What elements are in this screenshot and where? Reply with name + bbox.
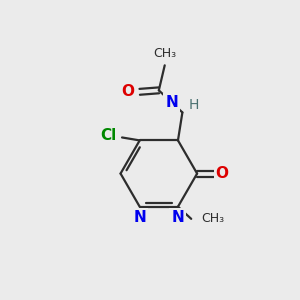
Text: N: N bbox=[165, 95, 178, 110]
Text: N: N bbox=[133, 210, 146, 225]
Text: CH₃: CH₃ bbox=[153, 47, 176, 60]
Text: N: N bbox=[172, 210, 184, 225]
Text: O: O bbox=[216, 166, 229, 181]
Text: O: O bbox=[122, 84, 134, 99]
Text: H: H bbox=[189, 98, 199, 112]
Text: Cl: Cl bbox=[100, 128, 116, 143]
Text: CH₃: CH₃ bbox=[202, 212, 225, 225]
